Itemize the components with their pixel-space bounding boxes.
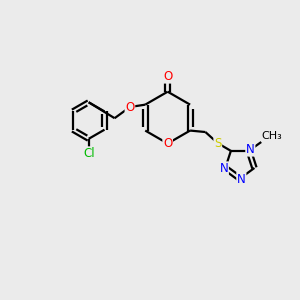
- Text: N: N: [246, 143, 255, 156]
- Text: N: N: [237, 172, 246, 186]
- Text: Cl: Cl: [83, 147, 94, 160]
- Text: S: S: [214, 137, 221, 150]
- Text: O: O: [163, 70, 172, 83]
- Text: O: O: [163, 137, 172, 150]
- Text: O: O: [125, 100, 134, 113]
- Text: CH₃: CH₃: [262, 131, 283, 141]
- Text: N: N: [220, 162, 228, 175]
